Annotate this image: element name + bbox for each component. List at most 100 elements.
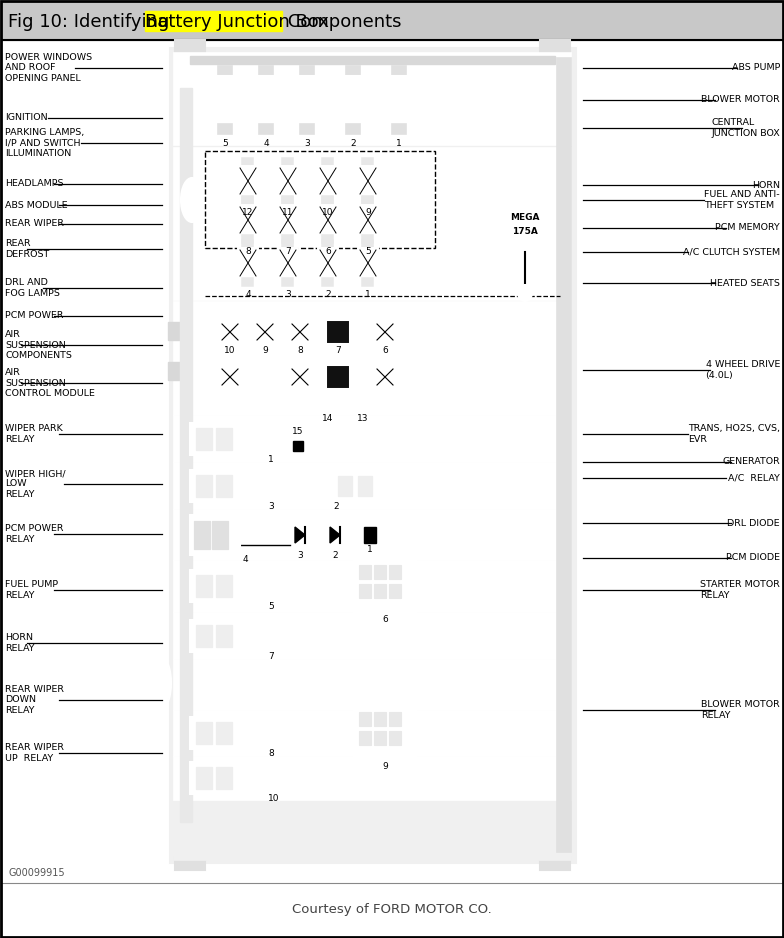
Bar [174, 148, 571, 300]
Text: ABS PUMP: ABS PUMP [731, 64, 780, 72]
Bar [196, 767, 212, 789]
Bar [190, 423, 265, 455]
Bar [216, 575, 232, 597]
Bar [242, 235, 253, 243]
Bar [362, 196, 373, 204]
Text: G00099915: G00099915 [8, 868, 64, 878]
Bar [540, 858, 570, 870]
Text: HORN
RELAY: HORN RELAY [5, 633, 34, 653]
Bar [318, 205, 338, 235]
Bar [359, 712, 371, 726]
Bar [216, 428, 232, 450]
Ellipse shape [153, 658, 171, 708]
Bar [242, 196, 253, 204]
Bar [220, 367, 240, 387]
Bar [196, 475, 212, 497]
Bar [145, 11, 282, 31]
Bar [362, 197, 373, 205]
Text: 5: 5 [268, 602, 274, 611]
Bar [175, 40, 205, 52]
Bar [340, 76, 365, 124]
Text: 3: 3 [297, 551, 303, 560]
Bar [358, 166, 378, 196]
Text: AIR
SUSPENSION
CONTROL MODULE: AIR SUSPENSION CONTROL MODULE [5, 368, 95, 398]
Text: 9: 9 [382, 762, 388, 771]
Bar [190, 570, 265, 602]
Bar [174, 53, 571, 145]
Text: WIPER PARK
RELAY: WIPER PARK RELAY [5, 424, 63, 444]
Bar [362, 278, 373, 286]
Bar [196, 428, 212, 450]
Bar [238, 166, 258, 196]
Text: 12: 12 [242, 208, 254, 217]
Bar [220, 322, 240, 342]
Text: 8: 8 [245, 247, 251, 256]
Text: REAR WIPER
DOWN
RELAY: REAR WIPER DOWN RELAY [5, 685, 64, 715]
Bar [318, 248, 338, 278]
Bar [216, 475, 232, 497]
Bar [282, 197, 293, 205]
Text: CENTRAL
JUNCTION BOX: CENTRAL JUNCTION BOX [711, 118, 780, 138]
Text: 6: 6 [382, 615, 388, 624]
Bar [359, 584, 371, 598]
Bar [255, 322, 275, 342]
Bar [354, 560, 416, 612]
Bar [318, 166, 338, 196]
Text: 2: 2 [333, 502, 339, 511]
Bar [328, 322, 348, 342]
Bar [212, 76, 238, 124]
Bar [282, 158, 293, 166]
Bar [358, 248, 378, 278]
Text: STARTER MOTOR
RELAY: STARTER MOTOR RELAY [700, 581, 780, 599]
Bar [354, 707, 416, 759]
Bar [174, 802, 571, 860]
Bar [322, 278, 333, 286]
Bar [170, 48, 575, 862]
Bar [282, 196, 293, 204]
Text: MEGA: MEGA [510, 213, 539, 221]
Text: 6: 6 [382, 346, 388, 355]
Bar [375, 322, 395, 342]
Bar [295, 76, 320, 124]
Bar [242, 158, 253, 166]
Text: FUEL PUMP
RELAY: FUEL PUMP RELAY [5, 581, 58, 599]
Text: A/C CLUTCH SYSTEM: A/C CLUTCH SYSTEM [683, 248, 780, 256]
Text: 8: 8 [268, 749, 274, 758]
Bar [205, 151, 435, 248]
Bar [174, 613, 571, 659]
Text: REAR WIPER
UP  RELAY: REAR WIPER UP RELAY [5, 743, 64, 763]
Text: ABS MODULE: ABS MODULE [5, 201, 67, 209]
Bar [196, 722, 212, 744]
Bar [322, 158, 333, 166]
Text: 13: 13 [358, 414, 368, 423]
Text: 4: 4 [245, 290, 251, 299]
Bar [333, 472, 393, 500]
Text: 1: 1 [367, 545, 373, 554]
Bar [358, 205, 378, 235]
Bar [318, 425, 338, 453]
Text: PCM POWER
RELAY: PCM POWER RELAY [5, 524, 64, 544]
Bar [387, 76, 412, 124]
Bar [374, 712, 386, 726]
Text: 15: 15 [292, 427, 303, 435]
Text: Battery Junction Box: Battery Junction Box [145, 13, 328, 31]
Bar [278, 248, 298, 278]
Text: 7: 7 [268, 652, 274, 661]
Text: TRANS, HO2S, CVS,
EVR: TRANS, HO2S, CVS, EVR [688, 424, 780, 444]
Ellipse shape [518, 285, 532, 301]
Bar [238, 205, 258, 235]
Bar [300, 66, 314, 76]
Text: REAR WIPER: REAR WIPER [5, 219, 64, 229]
Bar [218, 66, 232, 76]
Bar [346, 66, 360, 76]
Text: 2: 2 [350, 139, 356, 148]
Text: 11: 11 [282, 208, 294, 217]
Bar [282, 278, 293, 286]
Text: 1: 1 [396, 139, 402, 148]
Bar [346, 124, 360, 134]
Text: HORN: HORN [752, 180, 780, 189]
Text: 5: 5 [365, 247, 371, 256]
Bar [212, 521, 228, 549]
Bar [278, 205, 298, 235]
Bar [290, 322, 310, 342]
